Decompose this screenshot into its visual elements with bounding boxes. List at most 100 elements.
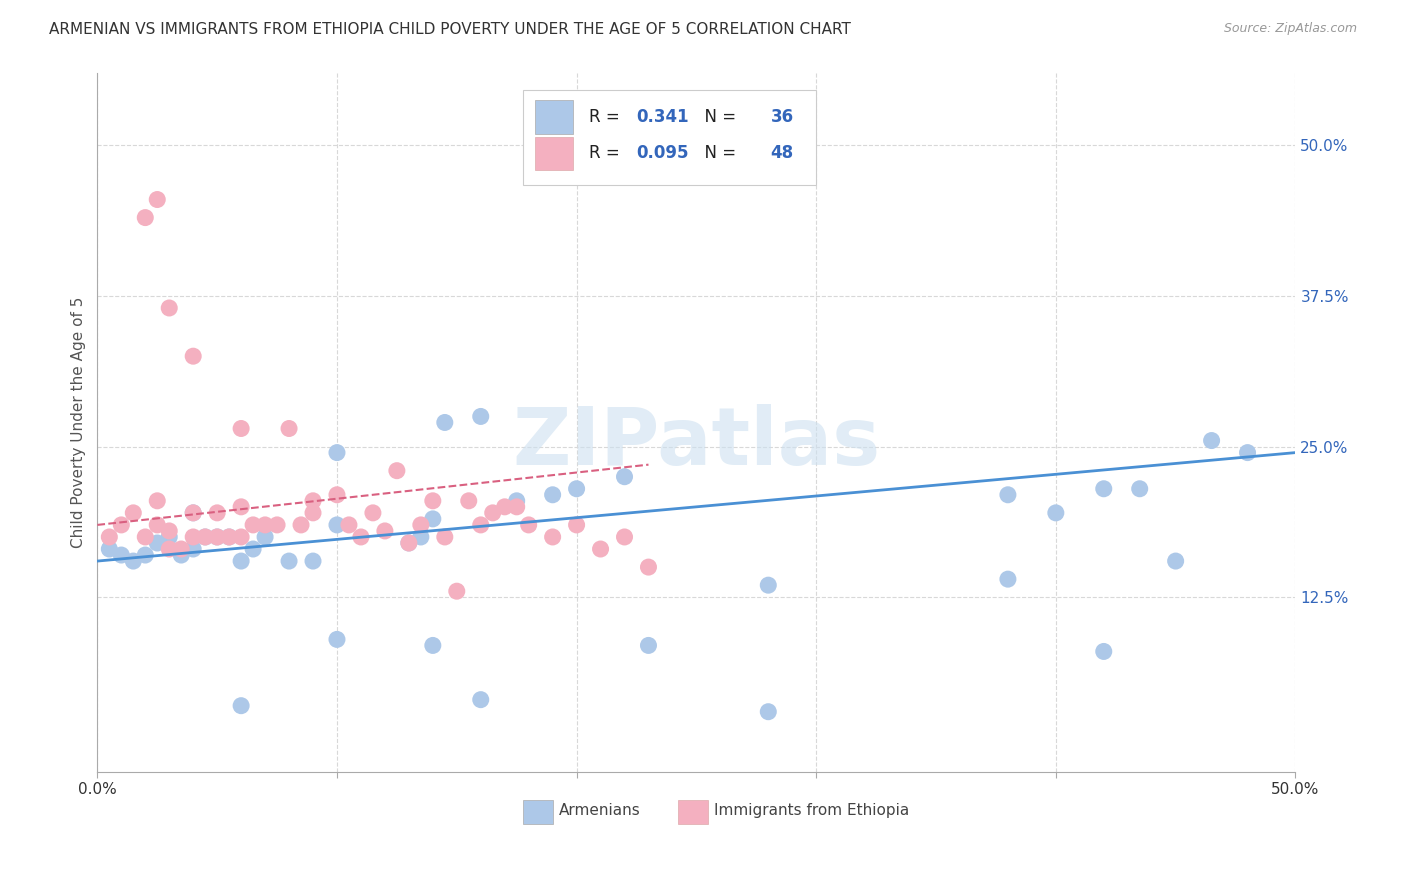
Point: [997, 572, 1019, 586]
Point: [613, 469, 636, 483]
Point: [433, 530, 456, 544]
Point: [409, 530, 432, 544]
Point: [422, 639, 444, 653]
Point: [637, 560, 659, 574]
Point: [181, 530, 204, 544]
Point: [146, 536, 169, 550]
Point: [1129, 482, 1152, 496]
Point: [398, 536, 420, 550]
Point: [278, 421, 301, 435]
Bar: [523, 800, 553, 824]
Point: [181, 506, 204, 520]
Point: [326, 445, 349, 459]
Point: [229, 421, 252, 435]
Point: [229, 698, 252, 713]
Point: [278, 554, 301, 568]
Point: [350, 530, 373, 544]
Point: [146, 517, 169, 532]
Point: [229, 554, 252, 568]
Point: [205, 530, 228, 544]
Point: [181, 541, 204, 556]
Point: [254, 530, 277, 544]
Point: [457, 493, 479, 508]
Point: [1236, 445, 1258, 459]
Point: [997, 488, 1019, 502]
Point: [326, 517, 349, 532]
Point: [122, 554, 145, 568]
Bar: [534, 136, 574, 170]
Point: [422, 493, 444, 508]
Y-axis label: Child Poverty Under the Age of 5: Child Poverty Under the Age of 5: [72, 297, 86, 549]
Point: [565, 482, 588, 496]
Point: [194, 530, 217, 544]
Point: [110, 517, 132, 532]
Point: [134, 211, 156, 225]
Text: 36: 36: [770, 108, 794, 126]
Text: R =: R =: [589, 108, 624, 126]
Point: [1045, 506, 1067, 520]
Point: [326, 488, 349, 502]
Bar: [534, 100, 574, 134]
Point: [756, 578, 779, 592]
Point: [229, 500, 252, 514]
Point: [541, 488, 564, 502]
Point: [218, 530, 240, 544]
Point: [517, 517, 540, 532]
Point: [302, 493, 325, 508]
Point: [302, 506, 325, 520]
Text: N =: N =: [695, 108, 741, 126]
Point: [290, 517, 312, 532]
Point: [170, 548, 193, 562]
Point: [505, 493, 527, 508]
Point: [98, 530, 121, 544]
Point: [194, 530, 217, 544]
Point: [157, 301, 180, 315]
Point: [170, 541, 193, 556]
Text: R =: R =: [589, 145, 624, 162]
Point: [433, 416, 456, 430]
Point: [756, 705, 779, 719]
Point: [242, 541, 264, 556]
Point: [589, 541, 612, 556]
Point: [409, 517, 432, 532]
Text: 0.341: 0.341: [637, 108, 689, 126]
Point: [134, 530, 156, 544]
Text: Source: ZipAtlas.com: Source: ZipAtlas.com: [1223, 22, 1357, 36]
FancyBboxPatch shape: [523, 90, 817, 185]
Point: [205, 506, 228, 520]
Point: [398, 536, 420, 550]
Text: N =: N =: [695, 145, 741, 162]
Text: Immigrants from Ethiopia: Immigrants from Ethiopia: [714, 803, 910, 818]
Point: [229, 530, 252, 544]
Point: [254, 517, 277, 532]
Point: [122, 506, 145, 520]
Point: [481, 506, 503, 520]
Text: 0.095: 0.095: [637, 145, 689, 162]
Point: [218, 530, 240, 544]
Text: 48: 48: [770, 145, 794, 162]
Point: [637, 639, 659, 653]
Point: [134, 548, 156, 562]
Point: [1201, 434, 1223, 448]
Point: [541, 530, 564, 544]
Point: [385, 464, 408, 478]
Point: [326, 632, 349, 647]
Point: [242, 517, 264, 532]
Point: [446, 584, 468, 599]
Text: Armenians: Armenians: [558, 803, 640, 818]
Point: [157, 530, 180, 544]
Point: [1092, 644, 1115, 658]
Point: [181, 506, 204, 520]
Point: [205, 530, 228, 544]
Point: [374, 524, 396, 538]
Point: [302, 554, 325, 568]
Point: [422, 512, 444, 526]
Point: [494, 500, 516, 514]
Point: [110, 548, 132, 562]
Text: ZIPatlas: ZIPatlas: [512, 404, 880, 483]
Point: [157, 524, 180, 538]
Point: [157, 541, 180, 556]
Text: ARMENIAN VS IMMIGRANTS FROM ETHIOPIA CHILD POVERTY UNDER THE AGE OF 5 CORRELATIO: ARMENIAN VS IMMIGRANTS FROM ETHIOPIA CHI…: [49, 22, 851, 37]
Point: [1092, 482, 1115, 496]
Point: [98, 541, 121, 556]
